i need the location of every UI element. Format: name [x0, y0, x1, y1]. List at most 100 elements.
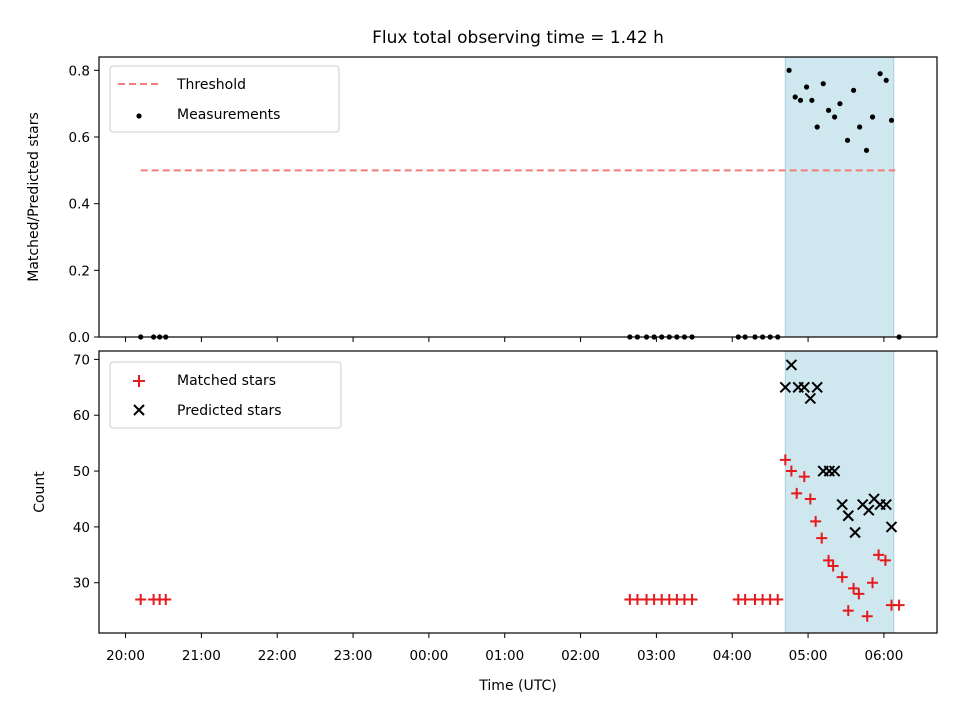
bottom-ytick-label-3: 60: [73, 408, 90, 424]
predicted-star-point: [779, 381, 792, 394]
top-y-axis: 0.0 0.2 0.4 0.6 0.8: [69, 63, 99, 346]
matched-star-point: [842, 605, 854, 617]
matched-star-point: [791, 487, 803, 499]
measurement-point: [869, 114, 876, 120]
top-x-ticks: [125, 337, 885, 342]
legend-matched-swatch: [133, 375, 145, 387]
predicted-star-point: [785, 359, 798, 371]
top-legend: Threshold Measurements: [109, 65, 340, 133]
top-legend-box: [109, 65, 340, 133]
bottom-xtick-label-0: 20:00: [106, 648, 145, 664]
matched-star-point: [827, 560, 839, 572]
measurement-point: [809, 97, 815, 103]
matched-star-point: [739, 593, 751, 605]
predicted-star-point: [863, 504, 875, 516]
measurement-point: [850, 87, 857, 93]
measurement-point: [857, 124, 863, 130]
top-y-axis-label: Matched/Predicted stars: [26, 112, 42, 282]
predicted-star-point: [811, 381, 823, 394]
measurement-point: [792, 94, 798, 100]
bottom-highlight-span: [784, 350, 895, 634]
bottom-xtick-label-6: 02:00: [561, 648, 600, 664]
matched-star-point: [836, 571, 848, 583]
measurement-point: [797, 97, 804, 103]
bottom-xtick-label-7: 03:00: [637, 648, 676, 664]
legend-predicted-label: Predicted stars: [177, 403, 282, 419]
bottom-axes-frame: [98, 350, 938, 634]
legend-matched-label: Matched stars: [177, 373, 276, 389]
matched-star-point: [867, 577, 879, 589]
predicted-star-point: [798, 381, 810, 394]
bottom-y-axis-label: Count: [32, 471, 48, 513]
predicted-star-point: [836, 498, 848, 511]
bottom-panel: 30 40 50 60 70 20:00 21:00 22:00 23:00 00:00 01:0…: [32, 350, 938, 694]
bottom-xtick-label-10: 06:00: [864, 648, 903, 664]
matched-star-point: [772, 593, 784, 605]
bottom-xtick-label-5: 01:00: [485, 648, 524, 664]
predicted-star-point: [885, 521, 898, 533]
measurement-point: [786, 67, 792, 73]
legend-measurements-swatch: [136, 113, 142, 119]
top-ytick-label-0: 0.0: [69, 330, 90, 346]
bottom-ytick-label-0: 30: [73, 576, 90, 592]
measurement-point: [883, 77, 889, 83]
bottom-xtick-label-9: 05:00: [789, 648, 828, 664]
top-axes-frame: [98, 56, 938, 338]
matched-star-point: [160, 593, 172, 605]
bottom-y-axis: 30 40 50 60 70: [73, 352, 99, 592]
bottom-ytick-label-4: 70: [73, 352, 90, 368]
measurement-point: [814, 124, 820, 130]
legend-threshold-label: Threshold: [176, 77, 246, 93]
bottom-span-rect: [784, 350, 895, 634]
top-ytick-label-4: 0.8: [69, 63, 90, 79]
bottom-legend: Matched stars Predicted stars: [109, 361, 342, 429]
legend-measurements-label: Measurements: [177, 107, 280, 123]
measurement-point: [837, 101, 843, 107]
predicted-star-point: [849, 526, 861, 539]
measurement-point: [844, 137, 851, 143]
bottom-xtick-label-8: 04:00: [713, 648, 752, 664]
top-ytick-label-3: 0.6: [69, 130, 90, 146]
matched-star-point: [853, 588, 865, 600]
bottom-legend-box: [109, 361, 342, 429]
predicted-star-point: [804, 392, 817, 405]
matched-star-point: [848, 582, 860, 594]
top-panel: 0.00.20.40.60.8 Matched/Predicted stars …: [26, 56, 938, 346]
matched-star-point: [135, 593, 147, 605]
predicted-star-point: [880, 498, 892, 511]
x-axis-label: Time (UTC): [478, 678, 556, 694]
matched-star-point: [804, 493, 816, 505]
bottom-plot-marks: [135, 359, 905, 622]
matched-star-point: [798, 471, 810, 483]
matched-star-point: [879, 554, 891, 566]
measurement-point: [888, 117, 895, 123]
chart-title: Flux total observing time = 1.42 h: [372, 28, 664, 48]
measurement-point: [877, 71, 883, 77]
top-ytick-label-2: 0.4: [69, 197, 90, 213]
matched-star-point: [893, 599, 905, 611]
matched-star-point: [785, 465, 797, 477]
matched-star-point: [823, 554, 835, 566]
bottom-xtick-label-3: 23:00: [334, 648, 373, 664]
top-plot-marks: [138, 67, 902, 340]
matched-star-point: [810, 515, 822, 527]
matched-star-point: [816, 532, 828, 544]
legend-predicted-swatch: [133, 404, 145, 416]
matched-star-point: [686, 593, 698, 605]
predicted-star-point: [842, 510, 854, 522]
matched-star-point: [779, 454, 791, 466]
matched-star-point: [873, 549, 885, 561]
measurement-point: [803, 84, 810, 90]
predicted-star-point: [828, 465, 841, 477]
bottom-ytick-label-1: 40: [73, 520, 90, 536]
matched-star-point: [861, 610, 873, 622]
measurement-point: [820, 81, 826, 87]
bottom-ytick-label-2: 50: [73, 464, 90, 480]
top-ytick-label-1: 0.2: [69, 263, 90, 279]
bottom-xtick-label-2: 22:00: [258, 648, 297, 664]
measurement-point: [863, 147, 870, 153]
measurement-point: [825, 107, 832, 113]
bottom-xtick-label-4: 00:00: [409, 648, 448, 664]
bottom-x-axis: 20:00 21:00 22:00 23:00 00:00 01:00 02:00 03:00…: [106, 633, 903, 664]
